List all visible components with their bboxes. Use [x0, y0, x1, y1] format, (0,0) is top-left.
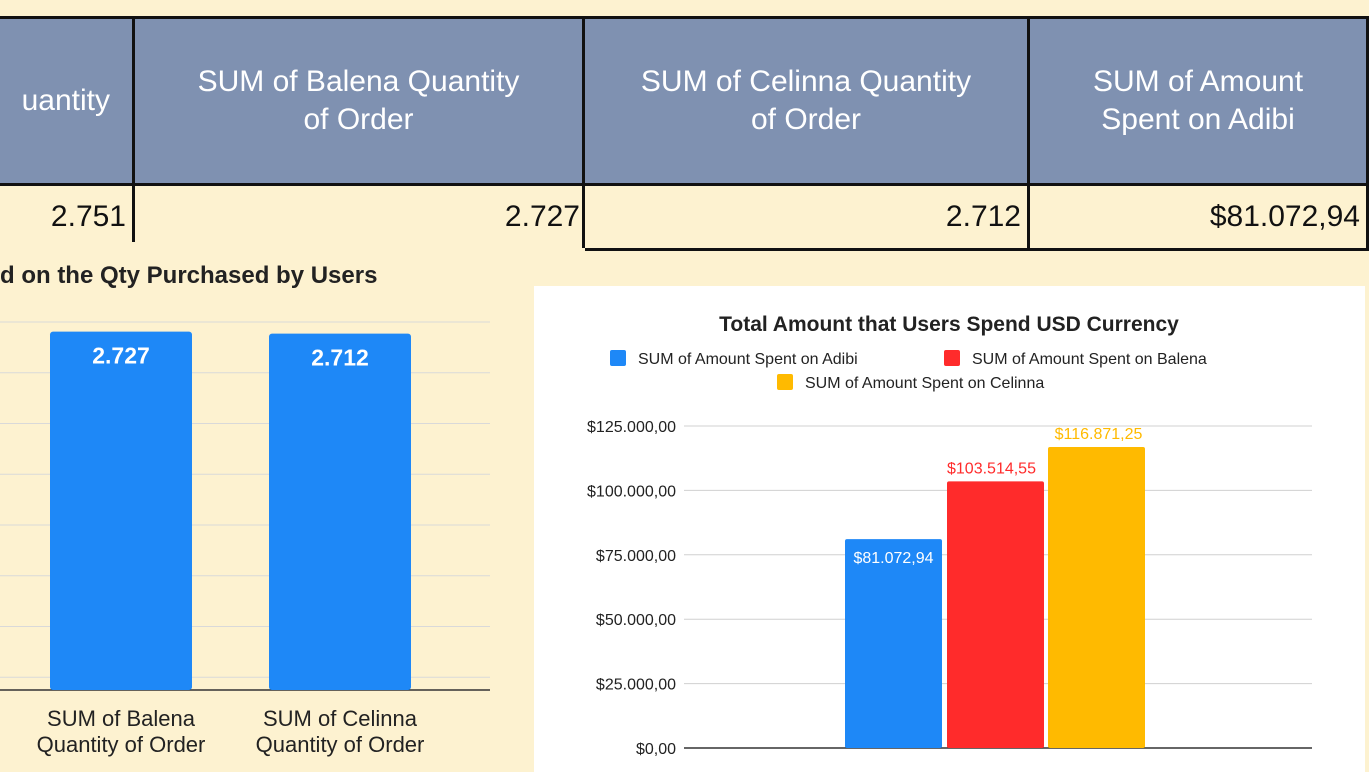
bar: [1048, 446, 1145, 748]
legend-swatch: [777, 374, 793, 390]
y-tick-label: $75.000,00: [596, 548, 676, 565]
header-label: SUM of Celinna Quantity: [640, 65, 972, 98]
header-label: of Order: [303, 103, 414, 136]
amount-bar-chart: Total Amount that Users Spend USD Curren…: [587, 313, 1312, 758]
y-tick-label: $100.000,00: [587, 483, 676, 500]
bar-data-label: 2.727: [92, 343, 150, 369]
header-label: SUM of Balena Quantity: [197, 65, 520, 98]
value-cell: 2.712: [945, 200, 1021, 233]
column-divider: [132, 186, 135, 242]
table-header-row: uantity SUM of Balena Quantity of Order …: [0, 16, 1369, 186]
x-tick-label: SUM of Balena: [47, 706, 196, 731]
table-value-row: 2.751 2.727 2.712 $81.072,94: [0, 186, 1369, 252]
bar-data-label: $103.514,55: [947, 460, 1036, 477]
value-cell: $81.072,94: [1209, 200, 1360, 233]
legend-label: SUM of Amount Spent on Balena: [972, 351, 1207, 368]
legend-swatch: [944, 350, 960, 366]
column-divider: [1366, 19, 1369, 183]
column-divider: [582, 19, 585, 183]
value-cell: 2.727: [504, 200, 580, 233]
bar: [269, 333, 411, 690]
y-tick-label: $0,00: [636, 741, 676, 758]
header-label: uantity: [21, 84, 110, 117]
column-divider: [1027, 19, 1030, 183]
header-cell: SUM of Celinna Quantity of Order: [585, 19, 1027, 183]
y-tick-label: $25.000,00: [596, 677, 676, 694]
header-cell: uantity: [0, 19, 132, 183]
bar-data-label: 2.712: [311, 345, 369, 371]
column-divider: [582, 186, 585, 248]
summary-table: uantity SUM of Balena Quantity of Order …: [0, 16, 1369, 252]
bar-data-label: $81.072,94: [853, 550, 933, 567]
header-label: of Order: [750, 103, 862, 136]
header-label: SUM of Amount: [1092, 65, 1304, 98]
bar: [845, 539, 942, 748]
y-tick-label: $125.000,00: [587, 419, 676, 436]
left-chart-title: d on the Qty Purchased by Users: [0, 262, 378, 289]
legend-label: SUM of Amount Spent on Adibi: [638, 351, 858, 368]
legend-swatch: [610, 350, 626, 366]
y-tick-label: $50.000,00: [596, 612, 676, 629]
bar: [50, 331, 192, 690]
bar-data-label: $116.871,25: [1055, 426, 1143, 443]
amount-chart-panel: Total Amount that Users Spend USD Curren…: [534, 286, 1365, 772]
header-label: Spent on Adibi: [1101, 103, 1295, 136]
x-tick-label: Quantity of Order: [256, 732, 425, 757]
header-cell: SUM of Balena Quantity of Order: [135, 19, 582, 183]
header-cell: SUM of Amount Spent on Adibi: [1030, 19, 1366, 183]
right-chart-title: Total Amount that Users Spend USD Curren…: [719, 313, 1179, 336]
legend-label: SUM of Amount Spent on Celinna: [805, 375, 1044, 392]
value-cell: 2.751: [50, 200, 126, 233]
bar: [947, 481, 1044, 748]
x-tick-label: Quantity of Order: [37, 732, 206, 757]
column-divider: [1027, 186, 1030, 248]
table-bottom-border: [585, 248, 1369, 251]
x-tick-label: SUM of Celinna: [263, 706, 418, 731]
table-right-border: [1366, 186, 1369, 251]
column-divider: [132, 19, 135, 183]
